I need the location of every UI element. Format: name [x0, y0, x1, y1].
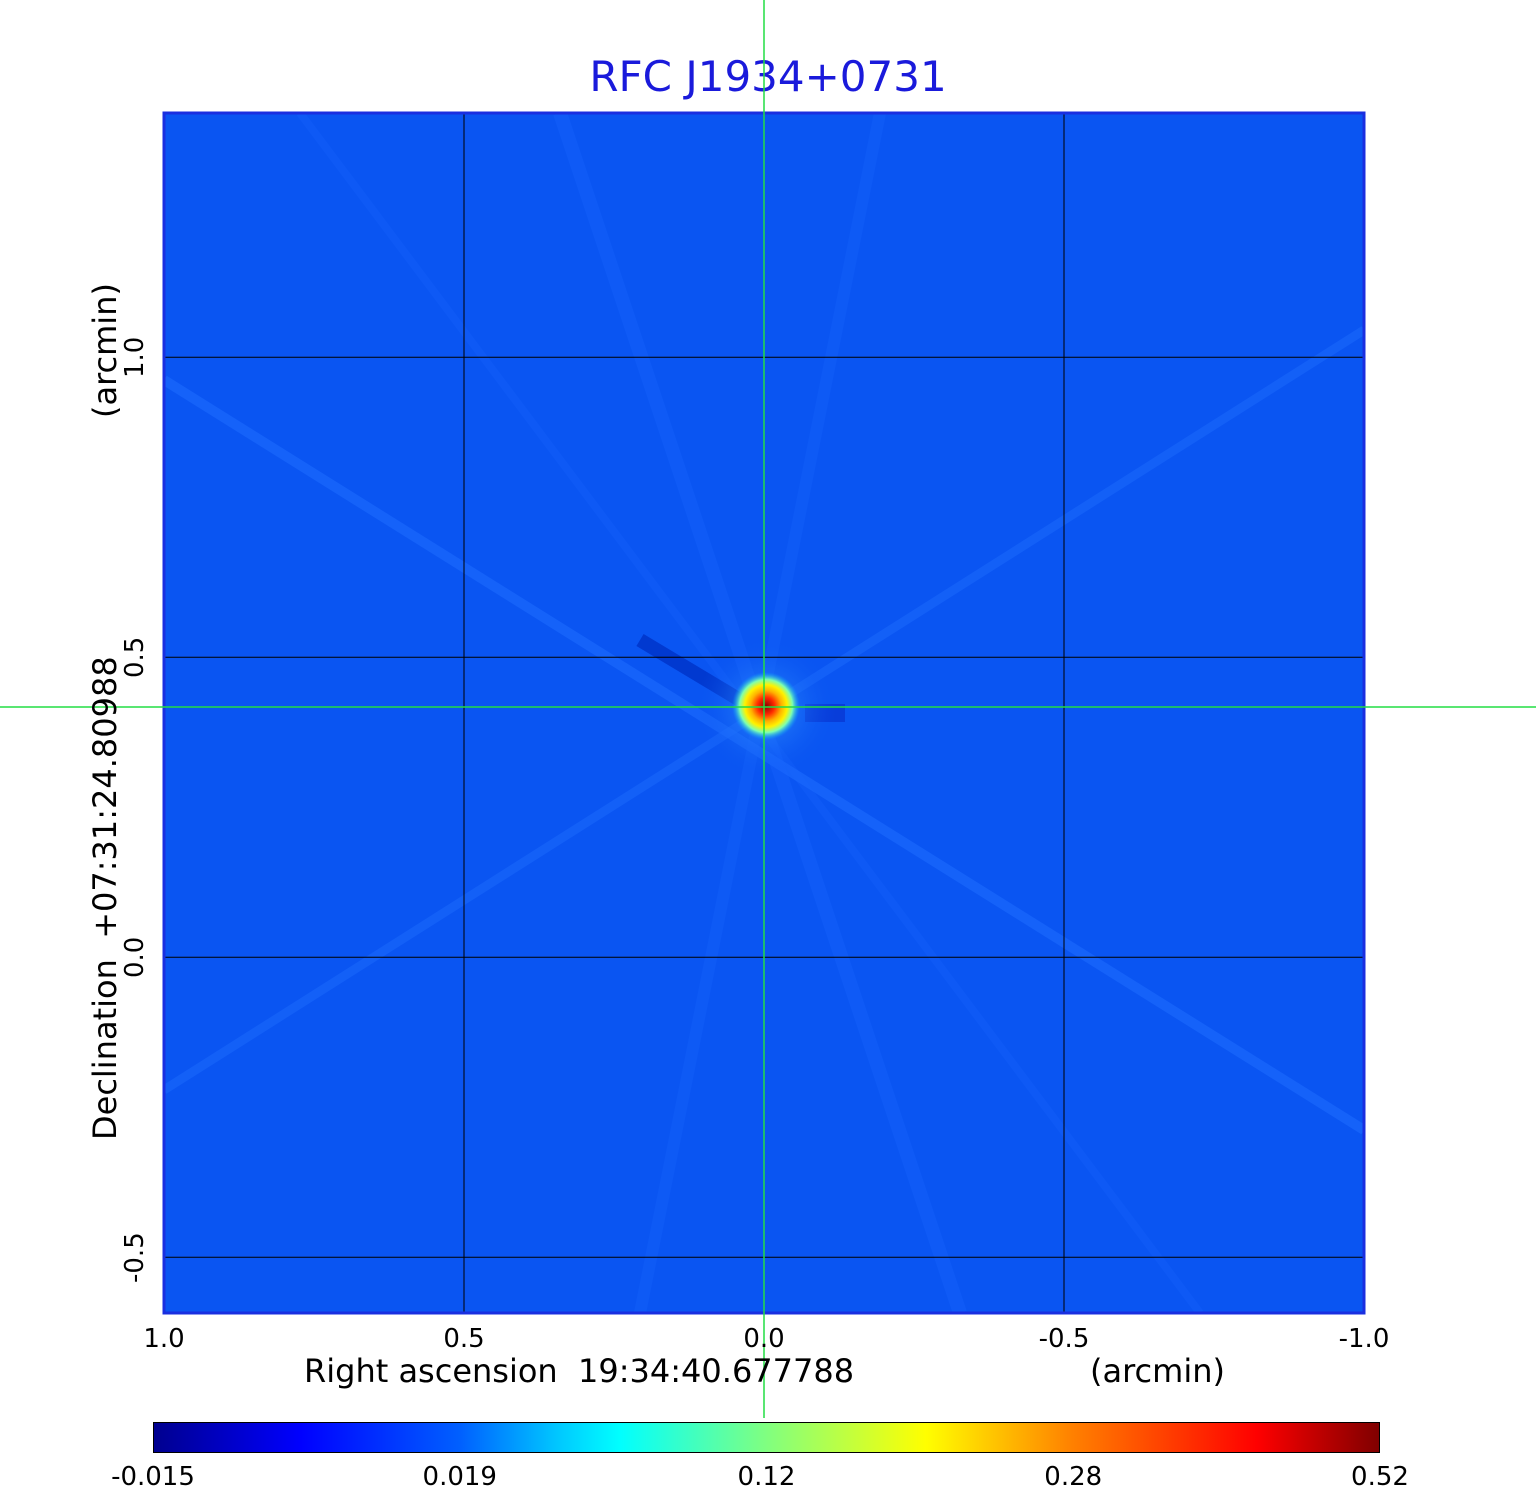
x-axis-unit: (arcmin): [1090, 1352, 1225, 1390]
colorbar-tick-label: 0.52: [1351, 1462, 1409, 1492]
y-tick-label: 0.5: [120, 636, 150, 678]
y-tick-label: 0.0: [120, 936, 150, 978]
colorbar-tick-label: 0.019: [422, 1462, 497, 1492]
source-peak: [732, 672, 800, 740]
y-tick-label: -0.5: [120, 1231, 150, 1283]
colorbar-tick-label: 0.12: [737, 1462, 796, 1492]
sidelobe-streaks: [164, 113, 1364, 1313]
x-tick-label: 0.5: [443, 1324, 485, 1354]
colorbar-tick-label: 0.28: [1044, 1462, 1103, 1492]
x-tick-label: 0.0: [743, 1324, 785, 1354]
x-tick-label: 1.0: [143, 1324, 185, 1354]
crosshair: [0, 0, 1536, 1418]
chart-title: RFC J1934+0731: [589, 52, 947, 101]
x-tick-label: -1.0: [1338, 1324, 1390, 1354]
colorbar-tick-label: -0.015: [111, 1462, 195, 1492]
y-axis-unit: (arcmin): [86, 283, 124, 418]
y-tick-label: 1.0: [120, 336, 150, 378]
y-axis-label: Declination +07:31:24.80988: [86, 656, 124, 1140]
x-tick-label: -0.5: [1038, 1324, 1090, 1354]
colorbar: [153, 1422, 1380, 1453]
x-axis-label: Right ascension 19:34:40.677788: [304, 1352, 855, 1390]
chart-plot: [0, 0, 1536, 1418]
